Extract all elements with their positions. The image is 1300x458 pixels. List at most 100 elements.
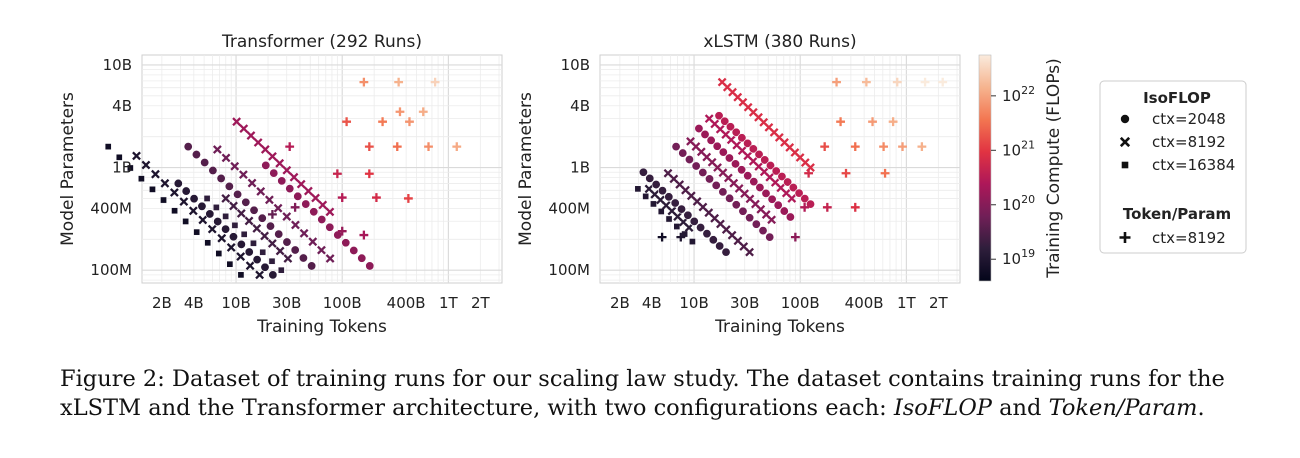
data-point-plus (359, 77, 369, 87)
xlstm-panel: 2B 4B 10B 30B 100B 400B 1T 2T 100M 400M 1B 4B 10B x… (516, 32, 961, 337)
data-point-circle (277, 176, 287, 186)
data-point-plus (285, 142, 295, 152)
data-point-x (212, 145, 222, 154)
colorbar-tick-label: 1021 (1002, 138, 1035, 159)
data-point-circle (671, 142, 681, 152)
data-point-square (650, 200, 657, 208)
data-point-circle (221, 224, 231, 234)
colorbar: 1019 1020 1021 1022 Training Compute (FLOPs… (978, 54, 1064, 282)
data-point-x (282, 212, 292, 221)
x-tick-label: 100B (323, 294, 362, 312)
caption-em-isoflop: IsoFLOP (893, 395, 992, 421)
data-point-plus (403, 194, 413, 203)
y-tick-label: 10B (561, 56, 590, 74)
xlstm-x-ticks: 2B 4B 10B 30B 100B 400B 1T 2T (610, 294, 949, 312)
data-point-plus (880, 168, 890, 178)
data-point-x (787, 194, 797, 203)
data-point-plus (841, 168, 851, 178)
data-point-circle (683, 210, 693, 220)
data-point-circle (173, 178, 183, 188)
data-point-circle (800, 194, 810, 204)
data-point-circle (777, 172, 787, 182)
data-point-circle (197, 201, 207, 211)
data-point-circle (712, 141, 722, 151)
x-tick-label: 10B (221, 294, 250, 312)
data-point-square (226, 260, 234, 268)
data-point-square (104, 143, 112, 150)
xlstm-data-points (634, 77, 948, 257)
legend-marker-x-icon (1119, 136, 1131, 148)
data-point-plus (418, 107, 428, 117)
data-point-x (141, 160, 151, 170)
legend-label-ctx-2048: ctx=2048 (1152, 110, 1226, 128)
data-point-circle (748, 144, 758, 154)
data-point-plus (898, 142, 907, 152)
data-point-circle (274, 229, 284, 239)
x-tick-label: 2B (152, 294, 172, 312)
data-point-plus (832, 77, 841, 87)
data-point-circle (684, 155, 694, 165)
data-point-x (179, 197, 189, 207)
data-point-plus (452, 142, 462, 152)
xlstm-x-axis-label: Training Tokens (714, 317, 845, 337)
data-point-plus (822, 202, 832, 212)
data-point-x (296, 179, 306, 189)
data-point-x (169, 188, 179, 197)
data-point-square (259, 248, 267, 256)
data-point-x (221, 194, 231, 203)
x-tick-label: 4B (184, 294, 204, 312)
x-tick-label: 1T (897, 294, 917, 312)
data-point-x (260, 145, 270, 154)
data-point-circle (268, 270, 278, 280)
data-point-circle (689, 216, 699, 226)
data-point-circle (706, 135, 716, 145)
colorbar-tick-label: 1019 (1002, 247, 1035, 268)
data-point-plus (342, 117, 352, 127)
legend-title-isoflop: IsoFLOP (1143, 89, 1211, 107)
data-point-x (247, 178, 257, 188)
colorbar-gradient (978, 54, 992, 282)
data-point-x (151, 169, 160, 179)
x-tick-label: 400B (845, 294, 884, 312)
x-tick-label: 2B (610, 294, 630, 312)
xlstm-y-axis-label: Model Parameters (516, 92, 536, 246)
data-point-square (160, 196, 167, 204)
data-point-circle (720, 116, 730, 126)
transformer-data-points (104, 77, 462, 280)
data-point-plus (268, 209, 277, 219)
data-point-x (198, 215, 208, 225)
transformer-y-axis-label: Model Parameters (58, 92, 78, 246)
data-point-circle (758, 226, 768, 236)
data-point-circle (743, 171, 753, 181)
data-point-circle (664, 192, 674, 202)
data-point-circle (309, 207, 319, 217)
y-tick-label: 100M (90, 261, 132, 279)
data-point-circle (773, 200, 783, 210)
data-point-x (160, 178, 170, 188)
data-point-square (115, 153, 123, 161)
data-point-circle (745, 213, 755, 223)
data-point-circle (715, 241, 725, 251)
x-tick-label: 4B (642, 294, 662, 312)
data-point-x (318, 200, 328, 210)
data-point-x (311, 193, 320, 203)
figure-canvas: 2B 4B 10B 30B 100B 400B 1T 2T 100M 400M 1B 4B 10B T… (58, 32, 1247, 337)
colorbar-tick-label: 1022 (1002, 84, 1035, 105)
data-point-circle (761, 188, 771, 198)
data-point-x (253, 138, 263, 147)
data-point-circle (718, 147, 728, 157)
data-point-x (238, 170, 248, 180)
data-point-x (273, 203, 283, 213)
transformer-x-axis-label: Training Tokens (256, 317, 387, 337)
data-point-x (325, 254, 335, 263)
caption-label: Figure 2: (60, 366, 165, 392)
legend: IsoFLOP ctx=2048 ctx=8192 ctx=16384 Toke… (1099, 80, 1247, 254)
data-point-plus (938, 77, 948, 87)
data-point-plus (364, 142, 374, 152)
data-point-circle (678, 148, 688, 158)
data-point-plus (332, 169, 342, 179)
data-point-circle (755, 182, 765, 192)
data-point-plus (804, 168, 814, 178)
data-point-plus (879, 142, 888, 152)
data-point-plus (676, 232, 686, 242)
